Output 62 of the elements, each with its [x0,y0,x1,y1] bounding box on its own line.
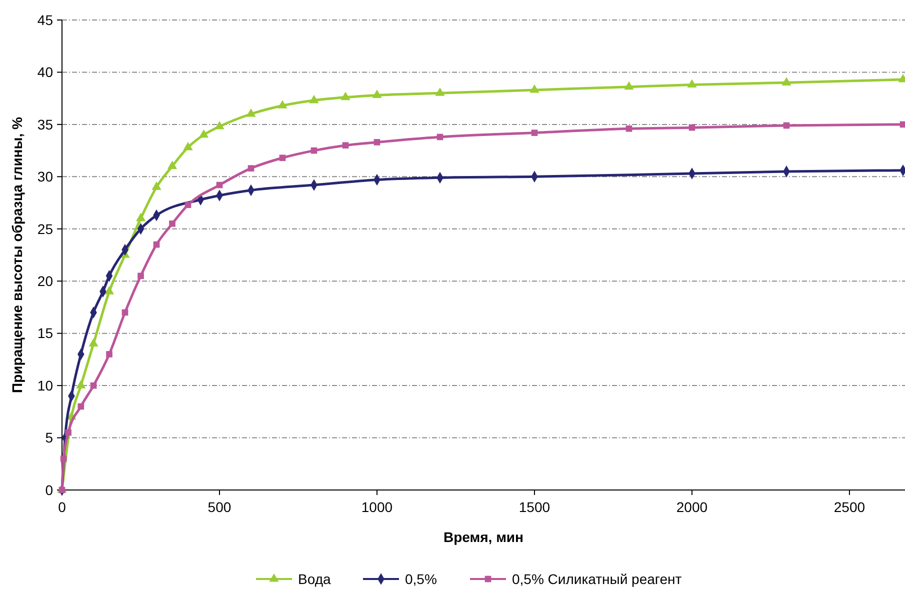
point [216,182,223,188]
x-tick-label: 2500 [834,499,866,515]
point [624,81,634,90]
y-tick-label: 35 [37,116,54,132]
x-tick-label: 2000 [676,499,708,515]
point [372,90,382,98]
point [90,382,97,389]
point [342,142,349,148]
y-axis-title: Приращение высоты образца глины, % [9,116,25,393]
point [88,338,98,347]
point [688,124,696,131]
legend-label: Вода [298,571,331,587]
point [626,125,632,132]
point [65,429,72,436]
point [435,88,445,96]
point [279,154,286,162]
y-tick-label: 15 [37,325,54,342]
legend-label: 0,5% Силикатный реагент [512,571,682,587]
y-tick-label: 5 [45,430,54,446]
x-tick-label: 1000 [361,499,393,515]
x-tick-label: 1500 [518,499,550,515]
x-axis-title: Время, мин [444,529,524,545]
point [310,147,318,154]
point [136,212,146,222]
x-tick-label: 0 [58,499,66,515]
point [436,134,444,140]
x-tick-label: 500 [208,499,232,515]
y-tick-label: 45 [37,12,54,28]
legend-label: 0,5% [405,571,437,587]
point [152,182,162,190]
point [214,120,224,130]
y-tick-label: 20 [37,273,54,290]
point [167,160,178,169]
point [183,142,193,150]
y-tick-label: 30 [37,168,54,185]
point [246,108,256,117]
y-tick-label: 10 [37,377,54,394]
point [78,403,84,410]
point [374,139,380,146]
point [122,309,128,316]
point [106,351,112,358]
point [169,220,176,227]
point [104,286,114,294]
y-tick-label: 40 [37,64,54,80]
point [184,202,192,208]
y-tick-label: 25 [37,220,54,237]
point [687,79,697,88]
point [138,272,144,280]
point [278,100,288,108]
point [900,121,905,128]
point [60,456,67,462]
point [76,380,86,388]
point [198,129,209,138]
point [309,94,319,104]
point [340,92,350,100]
point [531,130,538,136]
point [782,77,792,86]
point [783,122,790,129]
point [153,241,160,248]
point [248,165,254,172]
y-tick-label: 0 [45,482,54,498]
point [530,84,540,93]
